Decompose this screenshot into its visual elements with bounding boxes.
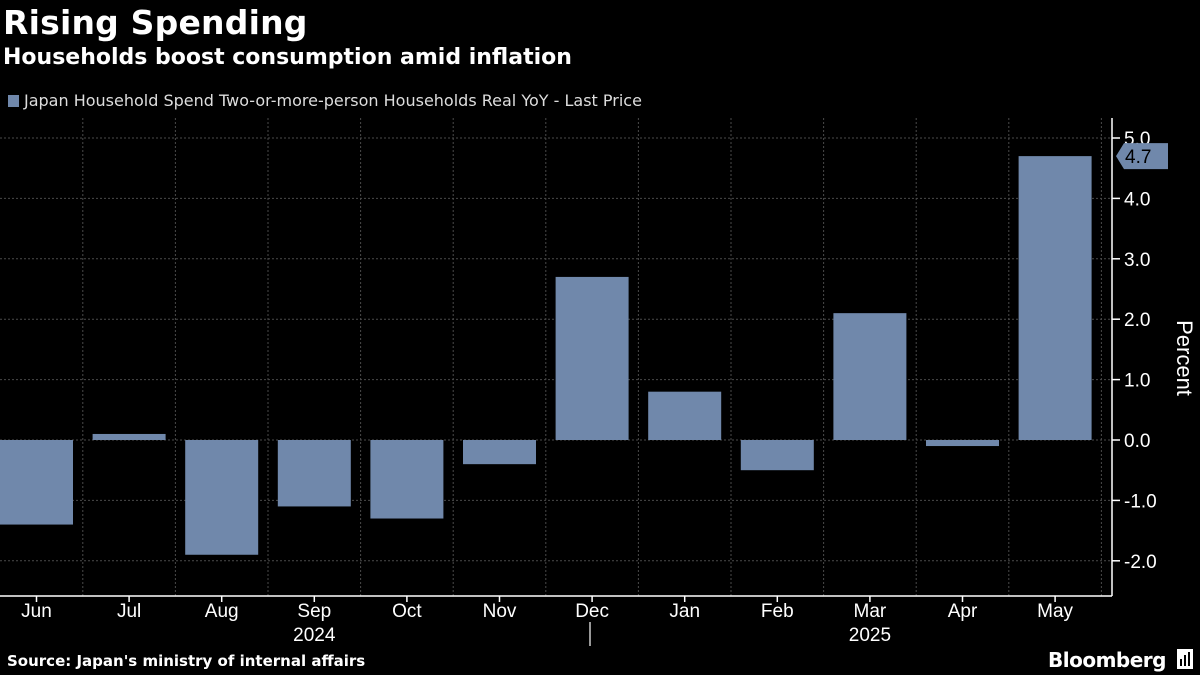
source-note: Source: Japan's ministry of internal aff… [7,652,366,670]
bar-may [1018,156,1092,440]
bar-mar [833,313,907,440]
bar-jun [0,440,73,525]
y-tick-label: 4.0 [1124,189,1150,210]
y-tick-label: -2.0 [1124,552,1157,573]
x-tick-label: Oct [392,601,422,622]
bar-sep [277,440,351,507]
bar-jul [92,433,166,440]
x-tick-label: Nov [483,601,517,622]
y-tick-label: 3.0 [1124,250,1150,271]
bar-dec [555,276,629,440]
x-tick-label: Dec [575,601,609,622]
bar-feb [740,440,814,471]
y-tick-label: -1.0 [1124,491,1157,512]
x-tick-label: Feb [761,601,794,622]
chart-subtitle: Households boost consumption amid inflat… [3,45,572,70]
bloomberg-mark-icon [1177,649,1193,669]
x-tick-label: Jun [21,601,52,622]
x-tick-label: Sep [297,601,331,622]
y-axis-title: Percent [1172,320,1197,396]
chart-title: Rising Spending [3,3,308,42]
last-value-badge [1116,143,1168,170]
bar-oct [370,440,444,519]
x-tick-label: Jan [669,601,700,622]
legend: Japan Household Spend Two-or-more-person… [8,91,642,110]
bar-nov [463,440,536,465]
x-tick-label: Jul [117,601,141,622]
bar-apr [926,440,999,447]
y-tick-label: 1.0 [1124,371,1150,392]
bloomberg-logo: Bloomberg [1048,648,1166,672]
y-tick-label: 2.0 [1124,310,1150,331]
x-tick-label: Aug [205,601,239,622]
x-tick-label: May [1037,601,1073,622]
x-tick-label: Mar [854,601,887,622]
last-value-label: 4.7 [1125,147,1151,168]
year-label: 2025 [849,625,891,646]
legend-label: Japan Household Spend Two-or-more-person… [24,91,642,110]
bar-aug [185,440,259,555]
x-tick-label: Apr [948,601,978,622]
year-label: 2024 [293,625,336,646]
legend-swatch [8,94,19,107]
bar-jan [648,391,722,440]
y-tick-label: 0.0 [1124,431,1150,452]
